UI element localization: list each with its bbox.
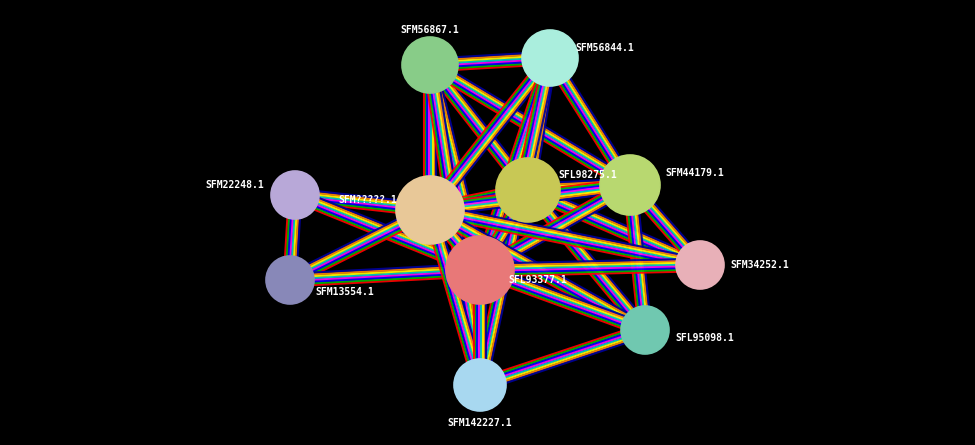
Text: SFM56867.1: SFM56867.1: [401, 25, 459, 35]
Circle shape: [496, 158, 560, 222]
Text: SFM22248.1: SFM22248.1: [206, 180, 264, 190]
Text: SFL98275.1: SFL98275.1: [559, 170, 617, 180]
Circle shape: [402, 37, 458, 93]
Text: SFL95098.1: SFL95098.1: [676, 333, 734, 343]
Circle shape: [600, 155, 660, 215]
Circle shape: [446, 236, 514, 304]
Text: SFM?????.1: SFM?????.1: [338, 195, 398, 205]
Text: SFM142227.1: SFM142227.1: [448, 418, 512, 428]
Circle shape: [266, 256, 314, 304]
Text: SFM44179.1: SFM44179.1: [666, 168, 724, 178]
Circle shape: [621, 306, 669, 354]
Circle shape: [676, 241, 724, 289]
Text: SFM34252.1: SFM34252.1: [730, 260, 790, 270]
Circle shape: [522, 30, 578, 86]
Circle shape: [454, 359, 506, 411]
Circle shape: [271, 171, 319, 219]
Text: SFM56844.1: SFM56844.1: [575, 43, 635, 53]
Circle shape: [396, 176, 464, 244]
Text: SFM13554.1: SFM13554.1: [316, 287, 374, 297]
Text: SFL93377.1: SFL93377.1: [509, 275, 567, 285]
